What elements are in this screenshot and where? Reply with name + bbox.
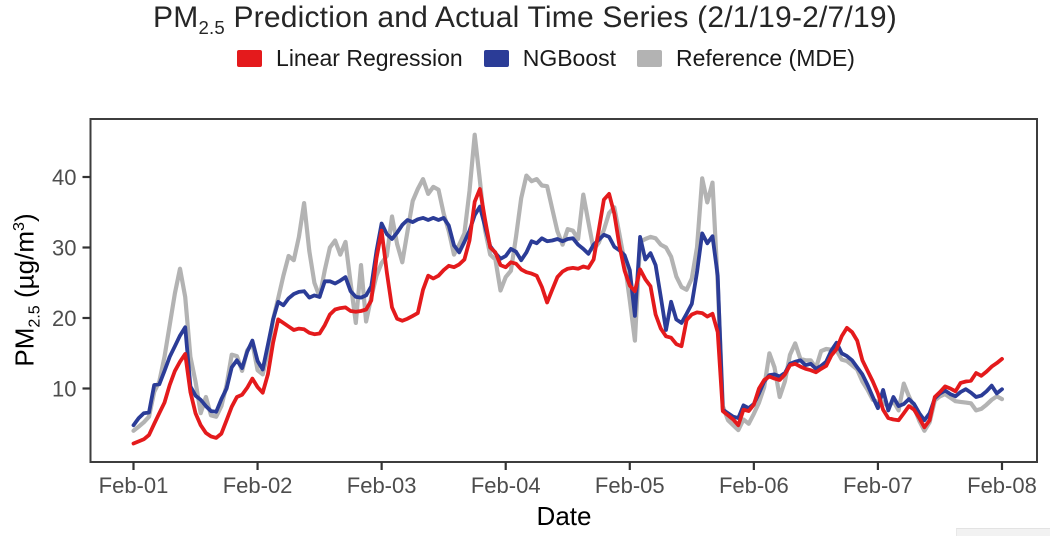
legend-swatch-reference: [637, 50, 663, 67]
x-tick-label: Feb-08: [967, 473, 1037, 498]
y-axis-title: PM2.5 (µg/m3): [9, 213, 44, 366]
y-tick-label: 30: [52, 236, 76, 261]
legend-label-reference: Reference (MDE): [676, 45, 855, 71]
y-axis-title-superscript: 3: [9, 222, 28, 232]
y-axis-title-prefix: PM: [9, 327, 40, 367]
x-tick-label: Feb-01: [99, 473, 169, 498]
legend: Linear Regression NGBoost Reference (MDE…: [0, 45, 1050, 72]
chart-title: PM2.5 Prediction and Actual Time Series …: [0, 1, 1050, 39]
x-tick-label: Feb-03: [347, 473, 417, 498]
series-line-ngboost: [131, 204, 1004, 428]
x-axis-title: Date: [536, 501, 592, 531]
x-tick-label: Feb-04: [471, 473, 541, 498]
y-axis-title-suffix: ): [9, 213, 40, 223]
legend-swatch-linear-regression: [237, 50, 263, 67]
plot-frame: [89, 118, 1038, 463]
y-tick-label: 10: [52, 377, 76, 402]
x-tick-label: Feb-07: [843, 473, 913, 498]
legend-item-ngboost: NGBoost: [483, 45, 617, 72]
legend-label-ngboost: NGBoost: [522, 45, 617, 71]
y-axis-title-mid: (µg/m: [9, 231, 40, 306]
x-tick-label: Feb-05: [595, 473, 665, 498]
chart-title-prefix: PM: [153, 1, 199, 34]
legend-item-reference: Reference (MDE): [637, 45, 855, 72]
legend-item-linear-regression: Linear Regression: [237, 45, 463, 72]
y-tick-label: 20: [52, 306, 76, 331]
y-axis-title-subscript: 2.5: [25, 305, 44, 328]
corner-artifact: [956, 528, 1050, 536]
x-tick-label: Feb-06: [719, 473, 789, 498]
x-tick-label: Feb-02: [223, 473, 293, 498]
series-line-linear-regression: [131, 187, 1004, 446]
chart-title-suffix: Prediction and Actual Time Series (2/1/1…: [224, 1, 897, 34]
legend-label-linear-regression: Linear Regression: [276, 45, 463, 71]
chart-title-subscript: 2.5: [198, 17, 225, 38]
y-tick-label: 40: [52, 165, 76, 190]
legend-swatch-ngboost: [483, 50, 509, 67]
